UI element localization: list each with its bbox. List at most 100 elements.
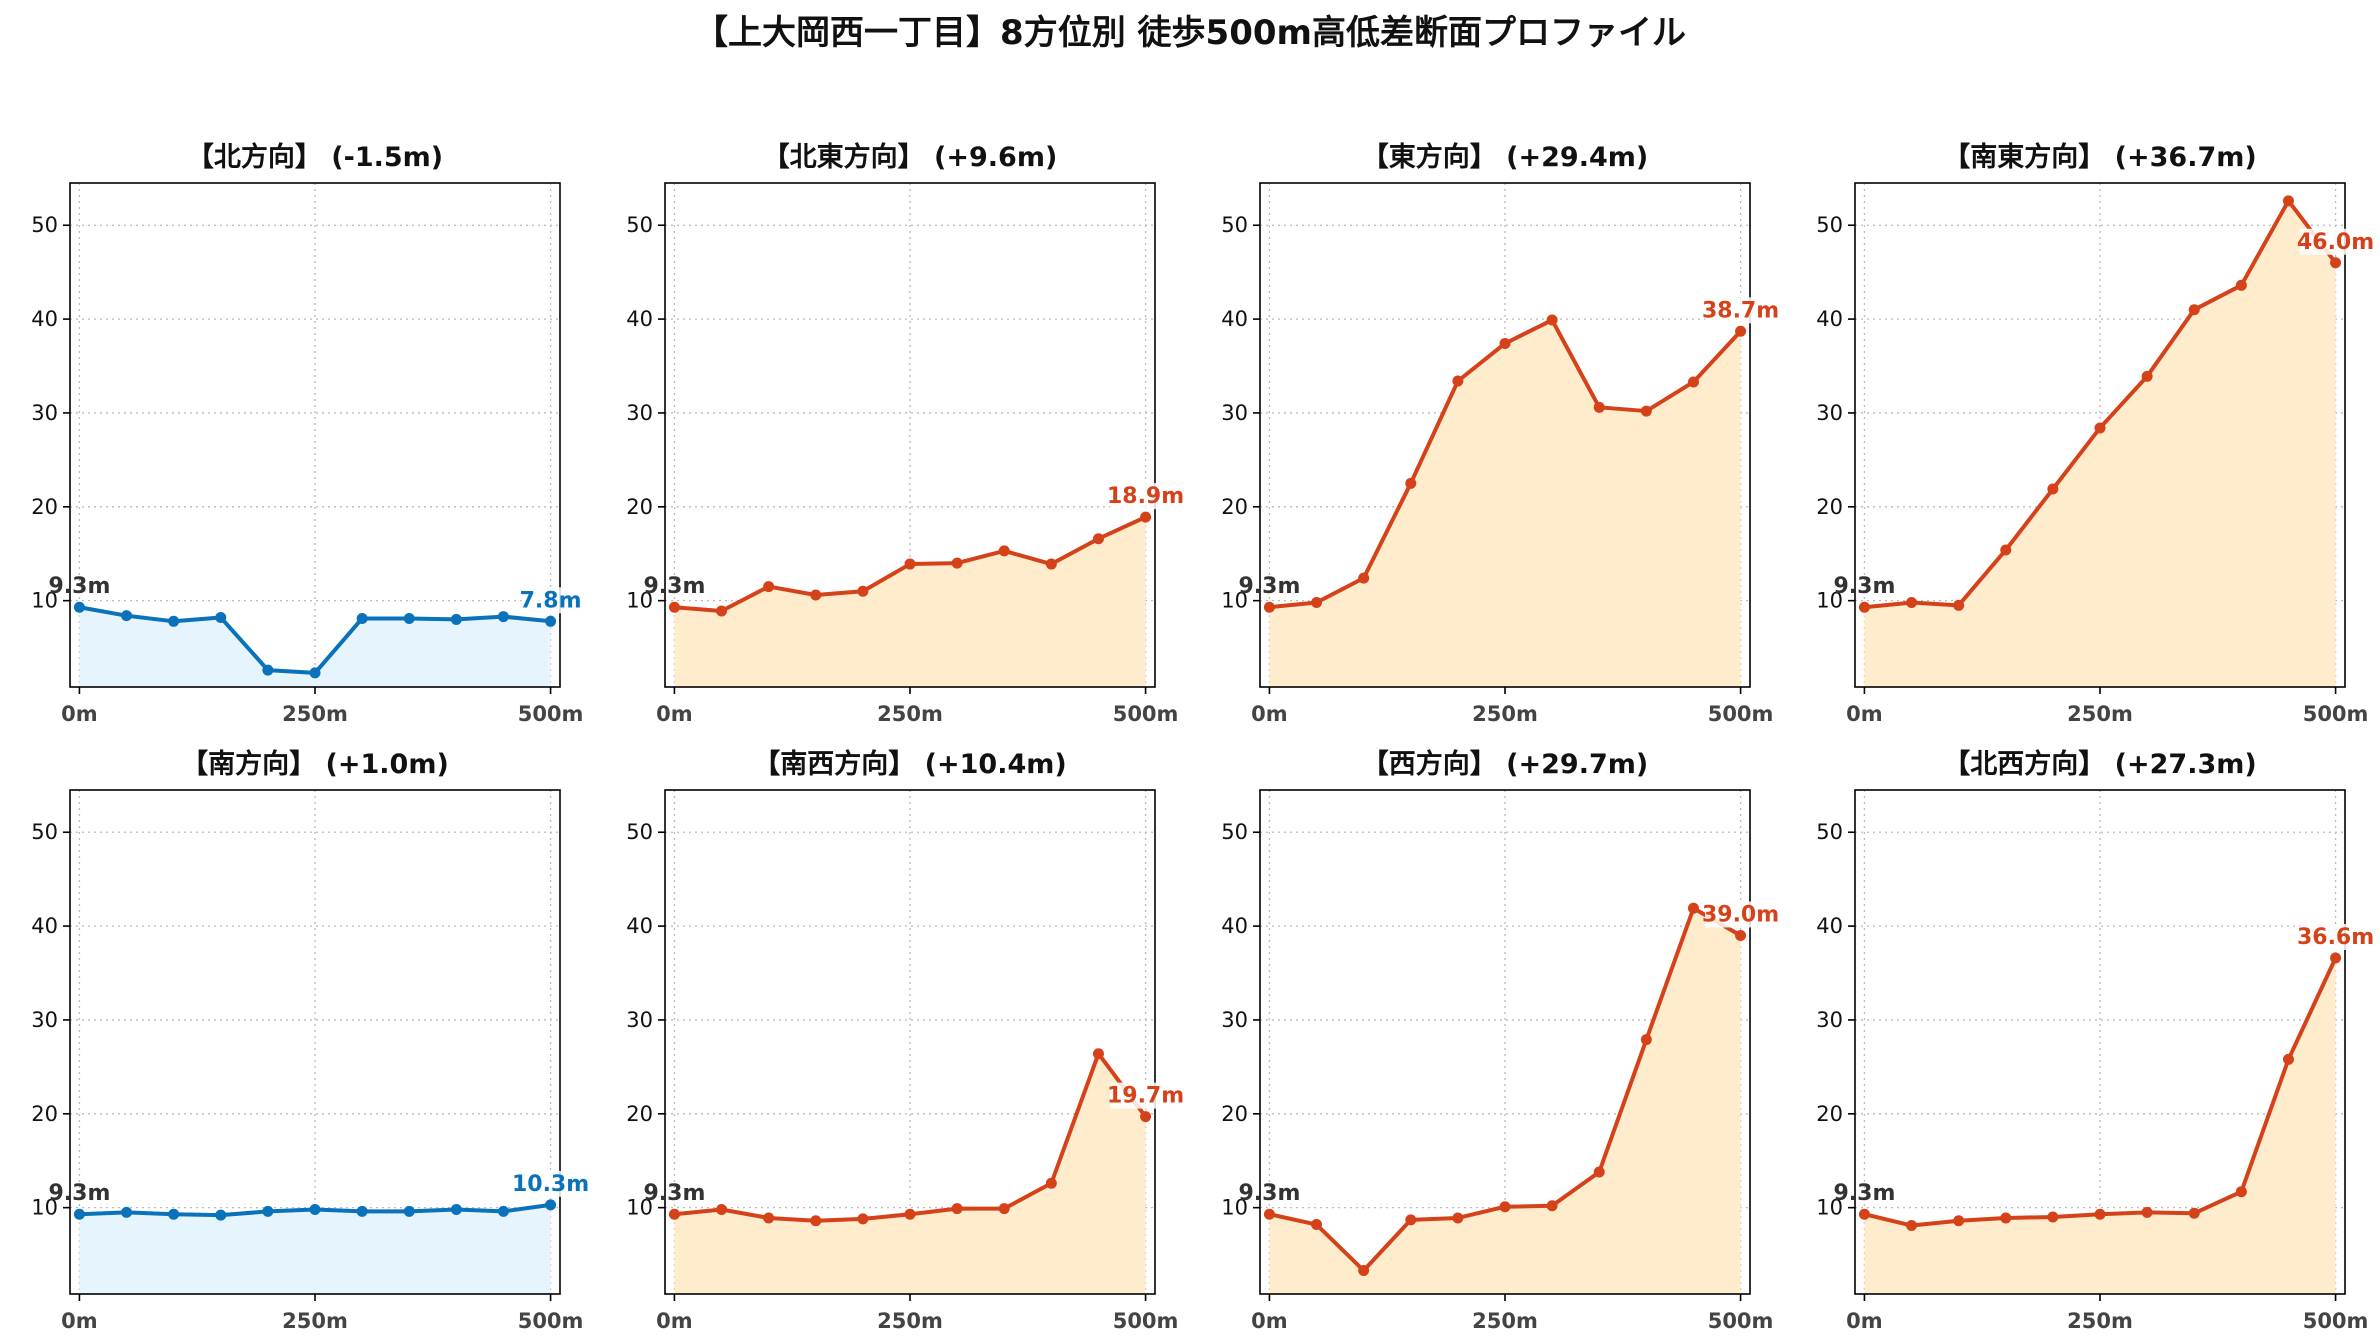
data-point xyxy=(2330,952,2342,964)
y-tick-label: 10 xyxy=(626,589,653,613)
data-point xyxy=(2235,1186,2247,1198)
end-label-box xyxy=(2300,924,2372,950)
data-point xyxy=(951,1203,963,1215)
panel-title: 【北西方向】 (+27.3m) xyxy=(1943,748,2256,780)
data-point xyxy=(450,1204,462,1216)
panel-title: 【北東方向】 (+9.6m) xyxy=(763,141,1058,173)
data-point xyxy=(309,667,321,679)
y-tick-label: 30 xyxy=(626,401,653,425)
x-tick-label: 500m xyxy=(518,702,584,726)
end-label-box xyxy=(2300,228,2372,255)
data-point xyxy=(1311,597,1323,609)
panel-title: 【南西方向】 (+10.4m) xyxy=(753,748,1066,780)
end-label-box xyxy=(1705,901,1777,928)
data-point xyxy=(168,615,180,627)
x-tick-label: 250m xyxy=(2067,702,2133,726)
area-fill xyxy=(674,1053,1146,1294)
data-point xyxy=(1499,1201,1511,1213)
data-point xyxy=(668,601,680,613)
x-tick-label: 250m xyxy=(282,1309,348,1333)
y-tick-label: 30 xyxy=(1221,401,1248,425)
y-tick-label: 10 xyxy=(1816,589,1843,613)
y-tick-label: 40 xyxy=(626,307,653,331)
data-point xyxy=(668,1208,680,1220)
data-point xyxy=(403,612,415,624)
data-point xyxy=(1593,401,1605,413)
figure-title: 【上大岡西一丁目】8方位別 徒歩500m高低差断面プロファイル xyxy=(694,13,1686,53)
x-tick-label: 500m xyxy=(518,1309,584,1333)
y-tick-label: 20 xyxy=(626,1102,653,1126)
data-point xyxy=(1499,337,1511,349)
data-point xyxy=(904,1208,916,1220)
data-point xyxy=(1858,1208,1870,1220)
y-tick-label: 20 xyxy=(31,495,58,519)
data-point xyxy=(1953,1215,1965,1227)
data-point xyxy=(2094,1208,2106,1220)
y-tick-label: 30 xyxy=(31,401,58,425)
data-point xyxy=(1546,314,1558,326)
y-tick-label: 10 xyxy=(1221,1196,1248,1220)
data-point xyxy=(356,1205,368,1217)
data-point xyxy=(763,1212,775,1224)
y-tick-label: 50 xyxy=(1816,820,1843,844)
end-label-box xyxy=(521,587,580,614)
x-tick-label: 0m xyxy=(1846,702,1883,726)
data-point xyxy=(262,1205,274,1217)
start-value-label: 9.3m xyxy=(1833,574,1895,599)
y-tick-label: 20 xyxy=(31,1102,58,1126)
data-point xyxy=(497,1205,509,1217)
x-tick-label: 500m xyxy=(1113,1309,1179,1333)
end-value-label: 10.3m xyxy=(512,1172,589,1197)
x-tick-label: 0m xyxy=(61,1309,98,1333)
data-point xyxy=(215,612,227,624)
data-point xyxy=(1452,1212,1464,1224)
y-tick-label: 10 xyxy=(626,1196,653,1220)
x-tick-label: 500m xyxy=(2303,702,2369,726)
end-label-box xyxy=(1705,297,1777,324)
data-point xyxy=(262,664,274,676)
data-point xyxy=(810,589,822,601)
x-tick-label: 0m xyxy=(1251,702,1288,726)
area-fill xyxy=(1269,320,1741,687)
data-point xyxy=(1092,533,1104,545)
area-fill xyxy=(1864,958,2336,1294)
y-tick-label: 30 xyxy=(1816,401,1843,425)
start-value-label: 9.3m xyxy=(48,574,110,599)
x-tick-label: 500m xyxy=(1113,702,1179,726)
x-tick-label: 0m xyxy=(1846,1309,1883,1333)
y-tick-label: 10 xyxy=(31,1196,58,1220)
data-point xyxy=(2094,422,2106,434)
area-fill xyxy=(79,607,551,687)
data-point xyxy=(857,585,869,597)
data-point xyxy=(1405,477,1417,489)
data-point xyxy=(1140,1111,1152,1123)
x-tick-label: 250m xyxy=(1472,1309,1538,1333)
start-value-label: 9.3m xyxy=(643,1181,705,1206)
data-point xyxy=(497,611,509,623)
data-point xyxy=(763,581,775,593)
data-point xyxy=(1640,405,1652,417)
y-tick-label: 50 xyxy=(1221,213,1248,237)
data-point xyxy=(2188,1207,2200,1219)
y-tick-label: 20 xyxy=(1816,1102,1843,1126)
data-point xyxy=(168,1208,180,1220)
x-tick-label: 250m xyxy=(877,702,943,726)
end-value-label: 19.7m xyxy=(1107,1084,1184,1109)
data-point xyxy=(1045,558,1057,570)
data-point xyxy=(1311,1219,1323,1231)
y-tick-label: 40 xyxy=(1221,307,1248,331)
data-point xyxy=(2141,1206,2153,1218)
y-tick-label: 10 xyxy=(31,589,58,613)
start-value-label: 9.3m xyxy=(1238,574,1300,599)
x-tick-label: 0m xyxy=(61,702,98,726)
data-point xyxy=(356,612,368,624)
data-point xyxy=(1358,572,1370,584)
data-point xyxy=(2000,1212,2012,1224)
panel-title: 【南方向】 (+1.0m) xyxy=(181,748,449,780)
y-tick-label: 20 xyxy=(1221,1102,1248,1126)
start-value-label: 9.3m xyxy=(1238,1181,1300,1206)
data-point xyxy=(2000,544,2012,556)
